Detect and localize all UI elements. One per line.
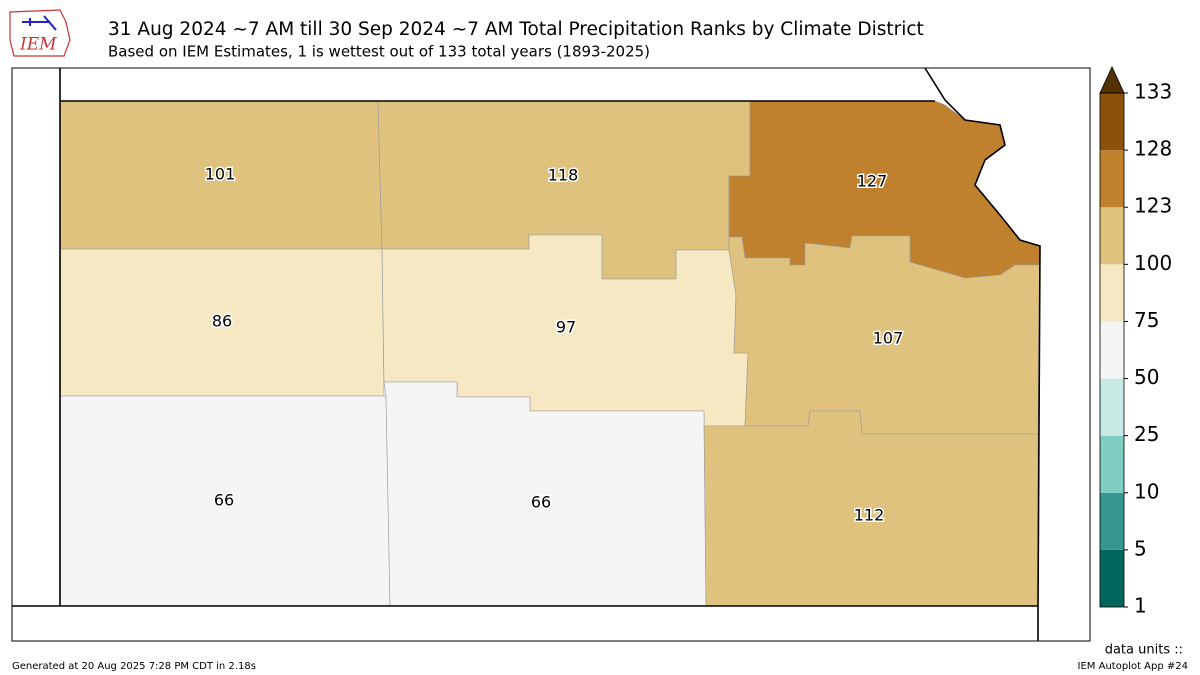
logo-mark xyxy=(22,15,57,31)
colorbar-bin xyxy=(1100,492,1124,550)
colorbar-tick-label: 100 xyxy=(1134,251,1172,275)
title: 31 Aug 2024 ~7 AM till 30 Sep 2024 ~7 AM… xyxy=(108,19,924,40)
colorbar: 1 5 10 25 50 75 100 123 128 133 xyxy=(1099,66,1172,618)
district-label: 86 xyxy=(212,312,232,331)
colorbar-frame xyxy=(1099,92,1125,608)
colorbar-tick-label: 1 xyxy=(1134,594,1147,618)
district-labels: 101 118 127 86 97 107 66 66 112 xyxy=(203,163,905,526)
district xyxy=(728,235,1041,435)
logo-text: IEM xyxy=(19,35,57,55)
footer-app: IEM Autoplot App #24 xyxy=(1078,661,1188,672)
district-label: 127 xyxy=(857,172,888,191)
district-label: 112 xyxy=(854,506,885,525)
district-label: 66 xyxy=(214,491,234,510)
state-border xyxy=(12,67,1041,641)
colorbar-tick-label: 133 xyxy=(1134,80,1172,104)
subtitle: Based on IEM Estimates, 1 is wettest out… xyxy=(108,43,650,61)
colorbar-bin xyxy=(1100,549,1124,607)
district-label: 107 xyxy=(873,329,904,348)
districts xyxy=(59,100,1041,607)
colorbar-tick-label: 75 xyxy=(1134,308,1159,332)
colorbar-tick-label: 50 xyxy=(1134,365,1159,389)
colorbar-bin xyxy=(1100,150,1124,208)
borders xyxy=(12,67,1041,641)
colorbar-tick-label: 5 xyxy=(1134,536,1147,560)
colorbar-bin xyxy=(1100,264,1124,322)
footer-generated: Generated at 20 Aug 2025 7:28 PM CDT in … xyxy=(12,661,256,672)
colorbar-tick-label: 128 xyxy=(1134,137,1172,161)
district-label: 66 xyxy=(531,493,551,512)
district-label: 101 xyxy=(205,165,236,184)
colorbar-tick-label: 123 xyxy=(1134,194,1172,218)
colorbar-extend xyxy=(1099,66,1125,94)
colorbar-bin xyxy=(1100,93,1124,151)
colorbar-bin xyxy=(1100,321,1124,379)
colorbar-tick-label: 25 xyxy=(1134,422,1159,446)
units-label: data units :: xyxy=(1105,643,1183,658)
district-label: 118 xyxy=(548,166,579,185)
district xyxy=(383,381,707,607)
logo: IEM xyxy=(9,9,71,57)
colorbar-bin xyxy=(1100,435,1124,493)
district-label: 97 xyxy=(556,318,576,337)
colorbar-bin xyxy=(1100,207,1124,265)
colorbar-tick-label: 10 xyxy=(1134,479,1159,503)
colorbar-bin xyxy=(1100,378,1124,436)
